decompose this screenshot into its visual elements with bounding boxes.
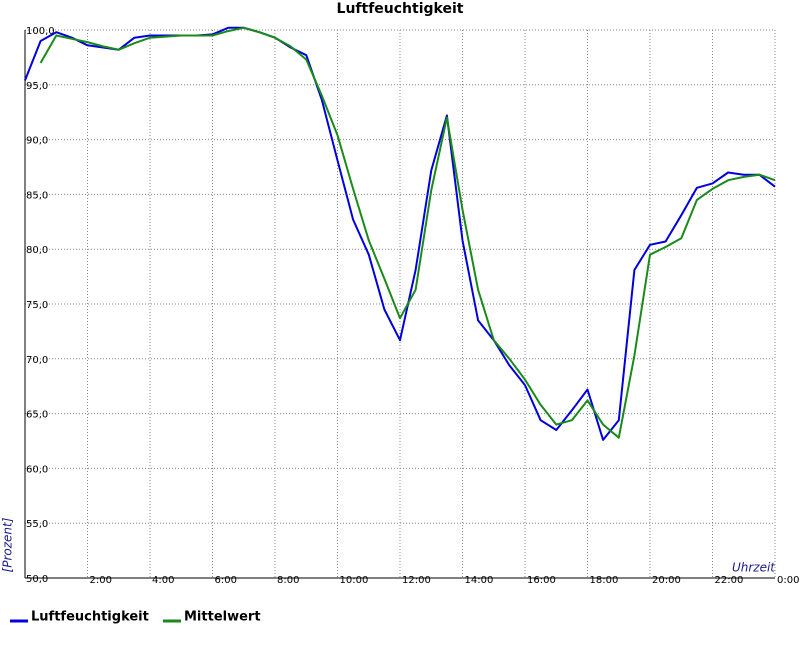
x-tick-label: 2:00 [90, 575, 112, 586]
x-tick-label: 16:00 [527, 575, 556, 586]
x-tick-label: 18:00 [590, 575, 619, 586]
x-axis-label: Uhrzeit [732, 561, 776, 575]
y-tick-label: 60,0 [26, 464, 48, 475]
x-tick-label: 10:00 [340, 575, 369, 586]
y-tick-label: 50,0 [26, 574, 48, 585]
y-tick-label: 95,0 [26, 81, 48, 92]
y-tick-label: 75,0 [26, 300, 48, 311]
y-tick-label: 80,0 [26, 245, 48, 256]
data-line [39, 26, 776, 439]
chart-title: Luftfeuchtigkeit [337, 1, 464, 17]
x-tick-label: 8:00 [277, 575, 299, 586]
y-axis-label: [Prozent] [1, 517, 15, 572]
y-tick-label: 100,0 [26, 26, 55, 37]
legend-label: Luftfeuchtigkeit [31, 610, 149, 625]
y-tick-label: 70,0 [26, 355, 48, 366]
y-tick-label: 90,0 [26, 136, 48, 147]
data-line [24, 26, 776, 441]
x-tick-label: 12:00 [402, 575, 431, 586]
x-tick-label: 0:00 [777, 575, 799, 586]
x-tick-label: 20:00 [652, 575, 681, 586]
x-tick-label: 6:00 [215, 575, 237, 586]
legend-label: Mittelwert [184, 610, 261, 625]
y-tick-label: 65,0 [26, 410, 48, 421]
x-tick-label: 4:00 [152, 575, 174, 586]
x-tick-label: 22:00 [715, 575, 744, 586]
y-tick-label: 55,0 [26, 519, 48, 530]
x-tick-label: 14:00 [465, 575, 494, 586]
y-tick-label: 85,0 [26, 190, 48, 201]
